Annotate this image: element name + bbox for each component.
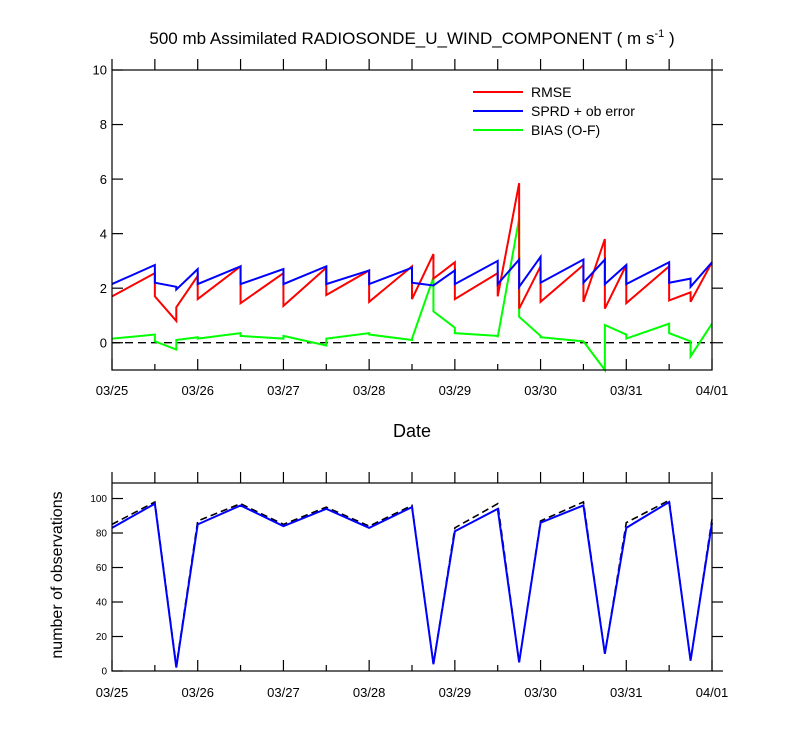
y-tick-label: 2	[100, 281, 107, 296]
y-tick-label: 10	[93, 63, 107, 78]
x-tick-label: 03/25	[96, 383, 129, 398]
x-tick-label: 03/27	[267, 685, 300, 700]
x-tick-label: 03/26	[181, 383, 214, 398]
bottom-axis-ticks	[111, 472, 723, 672]
x-tick-label: 03/31	[610, 383, 643, 398]
assimilated-observations-line	[111, 500, 713, 668]
y-tick-label: 6	[100, 172, 107, 187]
y-tick-label: 80	[96, 529, 108, 540]
sprd-series-line	[111, 253, 713, 292]
bottom-panel: 03/25 03/26 03/27 03/28 03/29 03/30 03/31 04/01…	[90, 472, 728, 700]
top-legend: RMSE SPRD + ob error BIAS (O-F)	[473, 84, 635, 138]
x-tick-label: 03/29	[439, 685, 472, 700]
x-tick-label: 03/31	[610, 685, 643, 700]
rmse-series-line	[111, 182, 713, 324]
y-tick-label: 0	[100, 335, 107, 350]
top-series-group	[111, 182, 713, 374]
bottom-series-group	[111, 499, 713, 668]
x-tick-label: 03/28	[353, 383, 386, 398]
x-tick-label: 04/01	[696, 383, 729, 398]
x-tick-label: 03/29	[439, 383, 472, 398]
legend-label-rmse: RMSE	[531, 84, 571, 100]
y-tick-label: 60	[96, 563, 108, 574]
y-tick-label: 0	[101, 667, 107, 678]
bottom-y-axis-label: number of observations	[49, 491, 66, 658]
x-tick-label: 03/26	[181, 685, 214, 700]
total-observations-line	[111, 499, 713, 666]
top-axis-ticks	[111, 59, 723, 370]
x-tick-label: 04/01	[696, 685, 729, 700]
top-axis-tick-labels: 03/25 03/26 03/27 03/28 03/29 03/30 03/31 04/01…	[93, 63, 729, 398]
x-tick-label: 03/28	[353, 685, 386, 700]
chart-title-superscript: -1	[654, 28, 664, 40]
bottom-axis-tick-labels: 03/25 03/26 03/27 03/28 03/29 03/30 03/31 04/01…	[90, 494, 728, 700]
chart-title: 500 mb Assimilated RADIOSONDE_U_WIND_COM…	[149, 28, 674, 48]
x-tick-label: 03/30	[524, 685, 557, 700]
y-tick-label: 40	[96, 598, 108, 609]
top-panel: 03/25 03/26 03/27 03/28 03/29 03/30 03/31 04/01…	[93, 59, 729, 398]
legend-label-sprd: SPRD + ob error	[531, 103, 635, 119]
y-tick-label: 4	[100, 226, 107, 241]
x-tick-label: 03/30	[524, 383, 557, 398]
x-tick-label: 03/25	[96, 685, 129, 700]
y-tick-label: 8	[100, 117, 107, 132]
y-tick-label: 100	[90, 494, 107, 505]
y-tick-label: 20	[96, 632, 108, 643]
top-x-axis-label: Date	[393, 421, 431, 441]
x-tick-label: 03/27	[267, 383, 300, 398]
legend-label-bias: BIAS (O-F)	[531, 122, 600, 138]
bias-series-line	[111, 218, 713, 374]
